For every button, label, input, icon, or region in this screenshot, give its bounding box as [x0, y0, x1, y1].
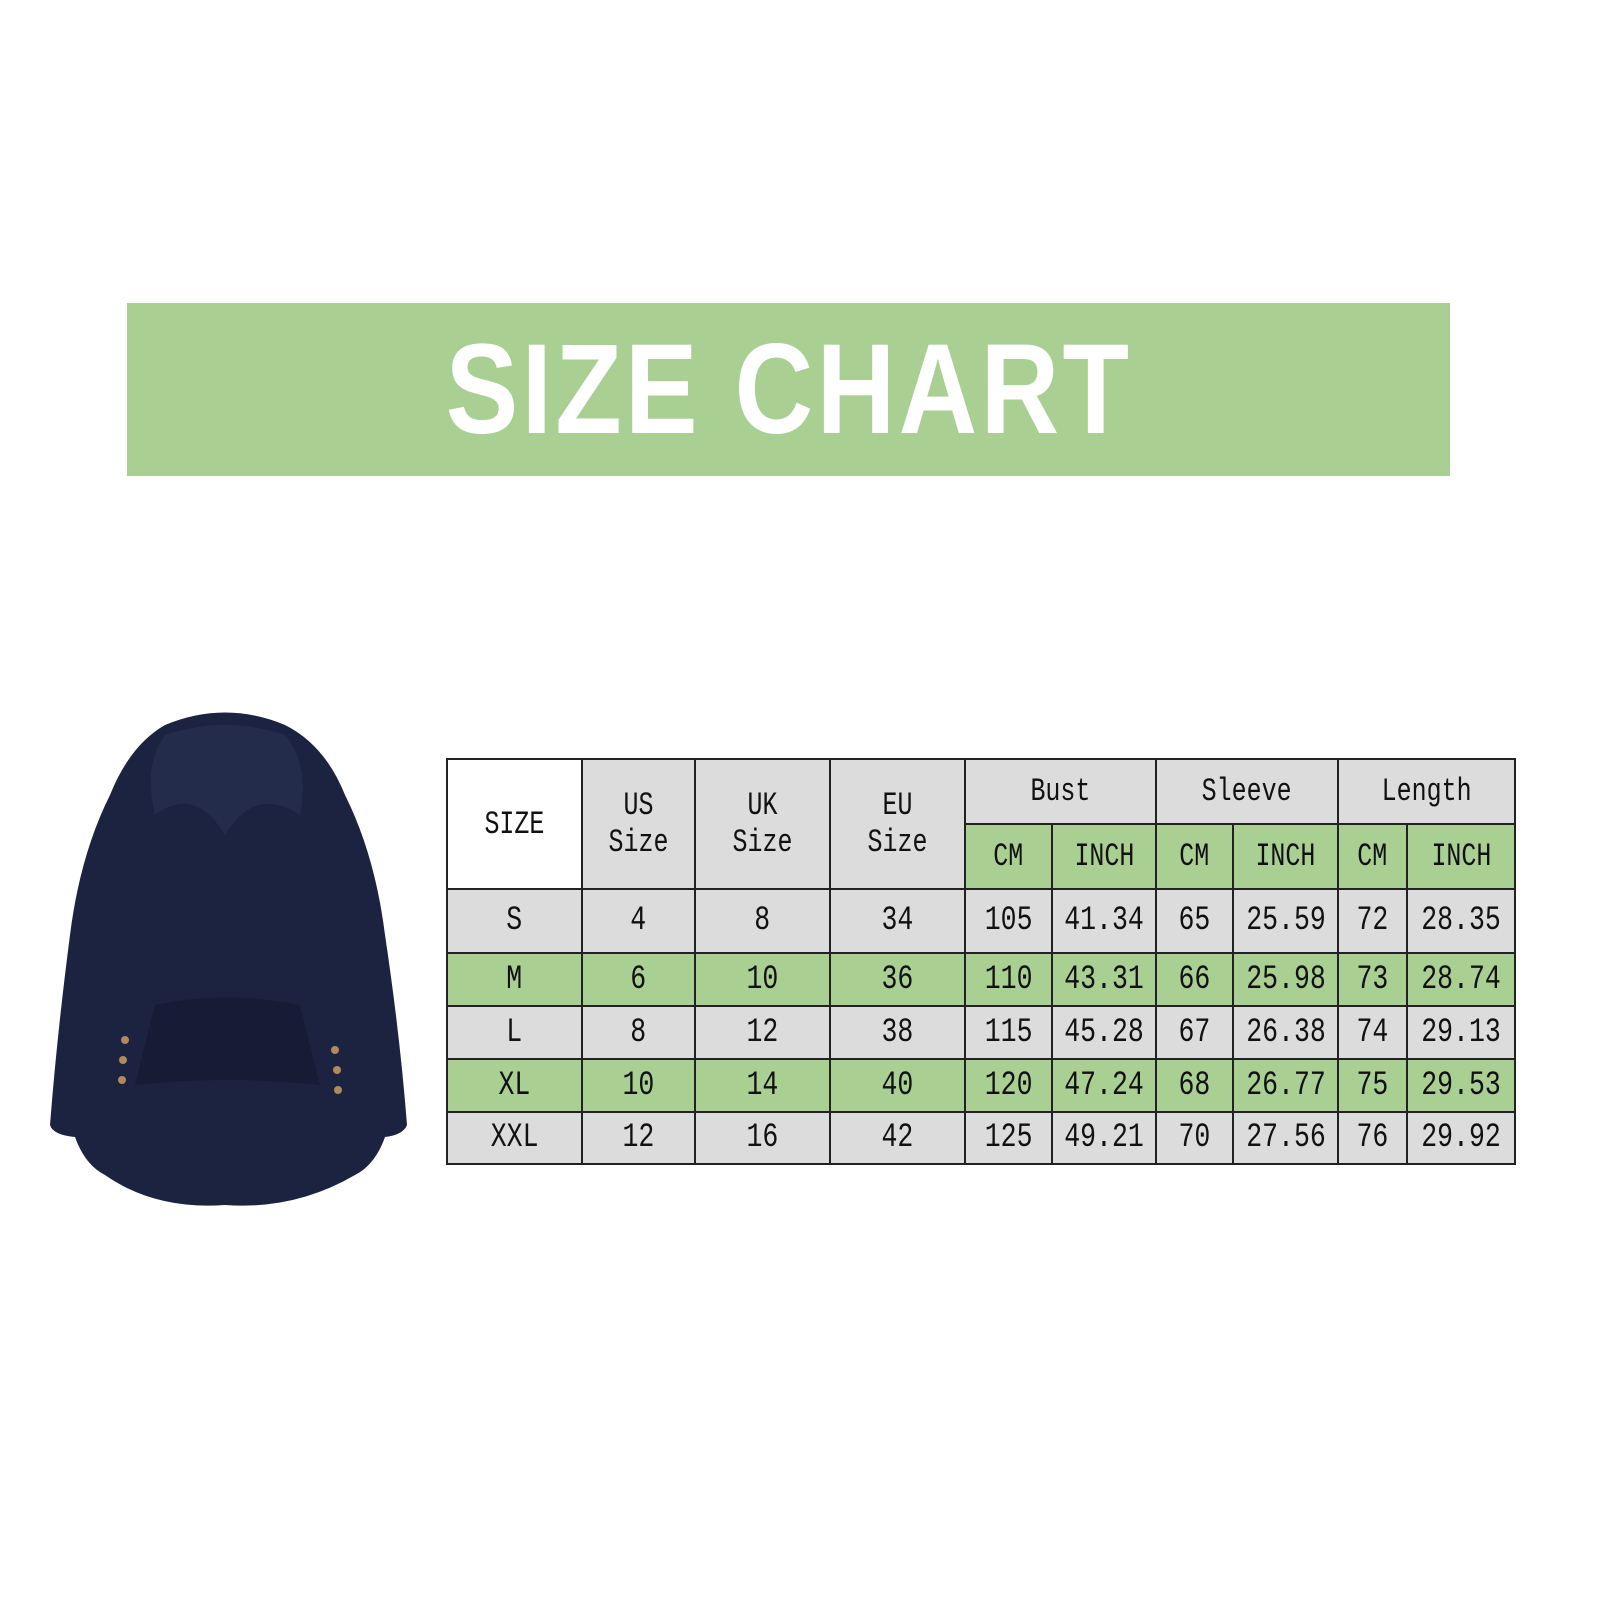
- header-size: SIZE: [446, 758, 583, 890]
- unit-inch: INCH: [1232, 823, 1340, 890]
- table-row: XL 10 14 40 120 47.24 68 26.77 75 29.53: [446, 1058, 1517, 1113]
- page-title: SIZE CHART: [445, 318, 1132, 461]
- table-cell: XL: [446, 1058, 583, 1113]
- table-cell: 28.74: [1406, 952, 1517, 1007]
- table-cell: 73: [1337, 952, 1409, 1007]
- table-cell: 27.56: [1232, 1111, 1340, 1165]
- table-cell: 28.35: [1406, 888, 1517, 954]
- table-cell: 25.98: [1232, 952, 1340, 1007]
- table-cell: 29.92: [1406, 1111, 1517, 1165]
- table-cell: 29.13: [1406, 1005, 1517, 1060]
- table-cell: 12: [581, 1111, 696, 1165]
- table-cell: 76: [1337, 1111, 1409, 1165]
- table-cell: 120: [964, 1058, 1053, 1113]
- table-cell: 125: [964, 1111, 1053, 1165]
- table-cell: 66: [1155, 952, 1235, 1007]
- header-sleeve: Sleeve: [1155, 758, 1340, 825]
- table-cell: 8: [694, 888, 831, 954]
- header-eu-size: EU Size: [829, 758, 966, 890]
- hoodie-product-image: [50, 712, 407, 1206]
- header-row-units: CM INCH CM INCH CM INCH: [447, 823, 1517, 890]
- header-us-size: US Size: [581, 758, 696, 890]
- table-cell: 65: [1155, 888, 1235, 954]
- table-cell: 26.77: [1232, 1058, 1340, 1113]
- table-cell: 115: [964, 1005, 1053, 1060]
- table-cell: 4: [581, 888, 696, 954]
- table-cell: 26.38: [1232, 1005, 1340, 1060]
- unit-cm: CM: [1155, 823, 1235, 890]
- table-cell: 10: [694, 952, 831, 1007]
- table-cell: 72: [1337, 888, 1409, 954]
- header-bust: Bust: [963, 758, 1158, 825]
- table-cell: 75: [1337, 1058, 1409, 1113]
- table-cell: 8: [581, 1005, 696, 1060]
- header-uk-size: UK Size: [694, 758, 831, 890]
- table-row: S 4 8 34 105 41.34 65 25.59 72 28.35: [446, 888, 1517, 954]
- unit-cm: CM: [964, 823, 1053, 890]
- size-table: SIZE US Size UK Size EU Size Bust Sleeve…: [446, 758, 1517, 1165]
- table-row: L 8 12 38 115 45.28 67 26.38 74 29.13: [446, 1005, 1517, 1060]
- table-cell: 49.21: [1050, 1111, 1158, 1165]
- unit-inch: INCH: [1050, 823, 1158, 890]
- unit-cm: CM: [1337, 823, 1409, 890]
- table-cell: 68: [1155, 1058, 1235, 1113]
- table-cell: 43.31: [1050, 952, 1158, 1007]
- table-cell: 36: [829, 952, 966, 1007]
- table-row: XXL 12 16 42 125 49.21 70 27.56 76 29.92: [446, 1111, 1517, 1165]
- table-cell: 74: [1337, 1005, 1409, 1060]
- table-cell: 40: [829, 1058, 966, 1113]
- header-row-groups: SIZE US Size UK Size EU Size Bust Sleeve…: [446, 758, 1517, 890]
- table-cell: XXL: [446, 1111, 583, 1165]
- table-cell: 12: [694, 1005, 831, 1060]
- table-cell: 41.34: [1050, 888, 1158, 954]
- header-length: Length: [1337, 758, 1517, 825]
- unit-inch: INCH: [1406, 823, 1517, 890]
- table-cell: 70: [1155, 1111, 1235, 1165]
- table-cell: 38: [829, 1005, 966, 1060]
- table-cell: 16: [694, 1111, 831, 1165]
- table-cell: 10: [581, 1058, 696, 1113]
- table-cell: 14: [694, 1058, 831, 1113]
- table-cell: 6: [581, 952, 696, 1007]
- table-cell: 67: [1155, 1005, 1235, 1060]
- table-cell: S: [446, 888, 583, 954]
- table-cell: 47.24: [1050, 1058, 1158, 1113]
- table-row: M 6 10 36 110 43.31 66 25.98 73 28.74: [446, 952, 1517, 1007]
- table-cell: 25.59: [1232, 888, 1340, 954]
- table-cell: M: [446, 952, 583, 1007]
- table-cell: 45.28: [1050, 1005, 1158, 1060]
- table-cell: 34: [829, 888, 966, 954]
- table-cell: 110: [964, 952, 1053, 1007]
- table-cell: 105: [964, 888, 1053, 954]
- title-banner: SIZE CHART: [127, 303, 1450, 476]
- table-cell: 42: [829, 1111, 966, 1165]
- table-cell: 29.53: [1406, 1058, 1517, 1113]
- table-cell: L: [446, 1005, 583, 1060]
